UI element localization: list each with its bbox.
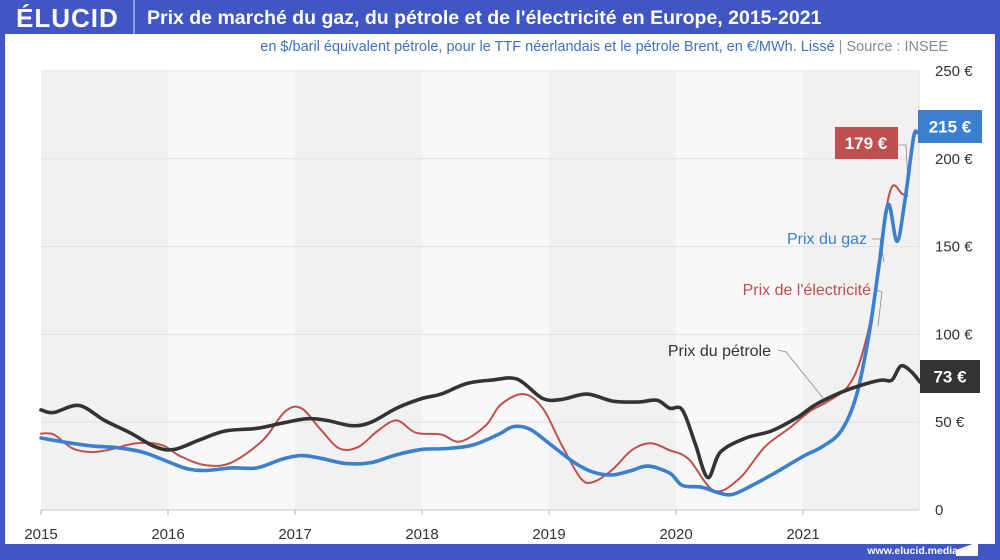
x-tick-label: 2020 xyxy=(659,526,692,543)
series-label-gas: Prix du gaz xyxy=(787,231,867,248)
y-tick-label: 150 € xyxy=(935,239,973,256)
year-band xyxy=(41,71,168,510)
year-band xyxy=(676,71,803,510)
y-tick-label: 200 € xyxy=(935,151,973,168)
series-line-oil xyxy=(39,363,922,480)
end-badge-label-electricity: 179 € xyxy=(845,134,888,153)
y-tick-label: 0 xyxy=(935,502,943,519)
series-label-oil: Prix du pétrole xyxy=(668,343,771,360)
x-tick-label: 2021 xyxy=(786,526,819,543)
x-tick-label: 2015 xyxy=(24,526,57,543)
subtitle-separator: | xyxy=(838,39,843,55)
year-band xyxy=(295,71,422,510)
series-label-electricity: Prix de l'électricité xyxy=(743,282,872,299)
series-line-electricity xyxy=(40,184,909,493)
end-badge-electricity xyxy=(835,127,898,159)
leader-line-electricity xyxy=(875,289,883,327)
series-lines xyxy=(39,129,922,497)
gridlines xyxy=(41,70,919,423)
series-line-gas xyxy=(39,129,920,497)
x-tick-label: 2016 xyxy=(151,526,184,543)
x-tick-label: 2019 xyxy=(532,526,565,543)
footer-website-link[interactable]: www.elucid.media xyxy=(867,545,958,557)
elucid-mark-icon xyxy=(956,542,978,556)
year-band xyxy=(168,71,295,510)
end-badge-oil xyxy=(920,360,980,393)
y-tick-label: 100 € xyxy=(935,326,973,343)
source-text: Source : INSEE xyxy=(846,39,948,55)
x-tick-label: 2017 xyxy=(278,526,311,543)
elucid-logo[interactable]: ÉLUCID xyxy=(16,3,119,33)
leader-line-gas xyxy=(872,238,885,263)
chart-title: Prix de marché du gaz, du pétrole et de … xyxy=(147,7,822,29)
leader-line-oil xyxy=(777,349,824,399)
series-labels: Prix du gaz Prix de l'électricité Prix du … xyxy=(668,231,871,360)
year-band xyxy=(549,71,676,510)
x-tick-label: 2018 xyxy=(405,526,438,543)
y-tick-label: 250 € xyxy=(935,63,973,80)
end-badge-gas xyxy=(918,110,982,143)
header-divider xyxy=(133,0,135,35)
end-badge-label-oil: 73 € xyxy=(933,368,967,387)
header-bar: ÉLUCID Prix de marché du gaz, du pétrole… xyxy=(0,0,1000,35)
year-band xyxy=(422,71,549,510)
x-axis: 2015 2016 2017 2018 2019 2020 2021 xyxy=(24,71,920,543)
end-value-badges: 215 € 179 € 73 € xyxy=(835,110,982,393)
chart-subtitle: en $/baril équivalent pétrole, pour le T… xyxy=(260,39,948,55)
y-tick-label: 50 € xyxy=(935,414,965,431)
end-badge-label-gas: 215 € xyxy=(929,118,972,137)
year-bands xyxy=(41,71,919,510)
subtitle-text: en $/baril équivalent pétrole, pour le T… xyxy=(260,39,835,55)
y-axis: 0 50 € 100 € 150 € 200 € 250 € xyxy=(935,63,973,519)
